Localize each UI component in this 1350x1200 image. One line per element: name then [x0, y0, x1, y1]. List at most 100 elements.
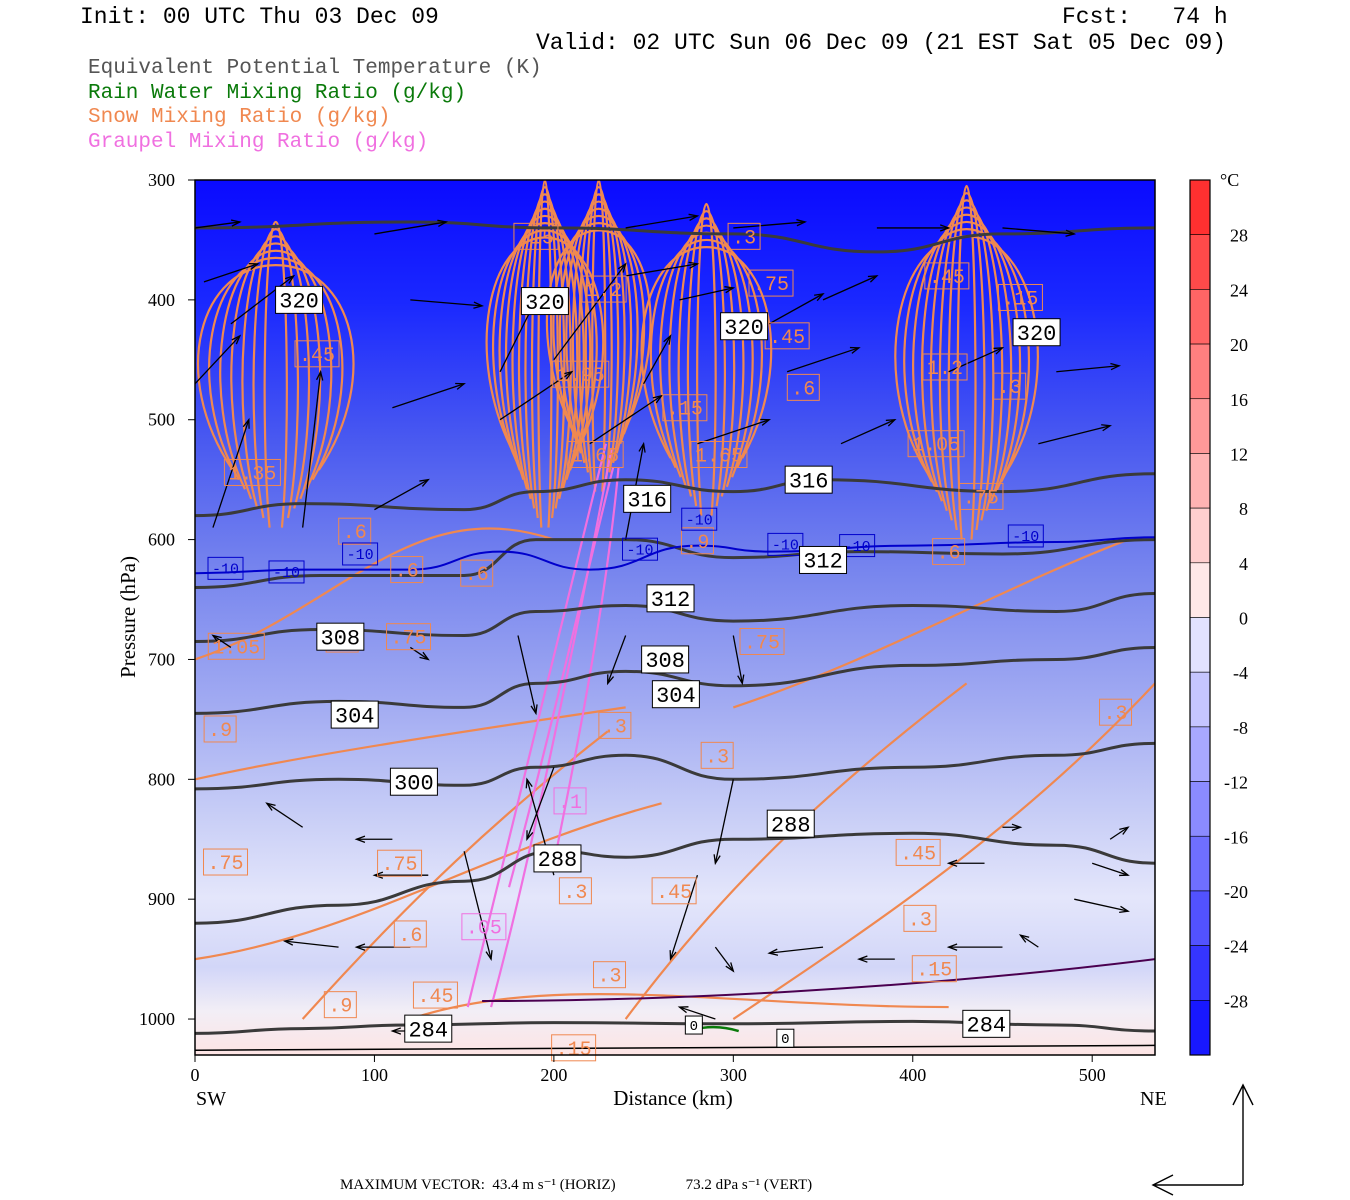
theta-e-label: 320 [1017, 322, 1057, 347]
wind-vector [212, 419, 250, 528]
theta-e-label: 312 [803, 550, 843, 575]
snow-label: 1.05 [212, 637, 260, 660]
wind-vectors [195, 180, 1130, 1035]
snow-label-box [997, 283, 1043, 311]
wind-vector-head [669, 950, 677, 961]
colorbar-bin [1189, 234, 1211, 290]
snow-label: .75 [207, 853, 243, 876]
wind-vector [266, 802, 304, 828]
wind-vector-head [1101, 424, 1112, 432]
contour-labels: .15 .3 .75 .45 1.2 .15 .45 .45 1.95 1.2 .6 .3 .15 1.0… [203, 222, 1133, 1062]
wind-vector-head [242, 417, 250, 429]
wind-vector-head [638, 441, 646, 453]
wind-vector [643, 335, 672, 385]
snow-label-box [958, 482, 1004, 510]
snow-label: .6 [937, 543, 961, 566]
wind-vector-head [1065, 229, 1077, 237]
colorbar-tick-label: 12 [1230, 444, 1248, 464]
wind-vector-head [485, 950, 493, 961]
wind-vector [212, 634, 232, 649]
theta-e-label-box [330, 700, 379, 729]
snow-label: .9 [208, 720, 232, 743]
graupel-contour [552, 467, 620, 864]
theta-e-label: 308 [645, 649, 685, 674]
colorbar-tick-label: 16 [1230, 390, 1248, 410]
theta-e-label: 320 [724, 316, 764, 341]
snow-label-box [922, 353, 968, 381]
snow-contour [903, 228, 1031, 483]
x-tick-label: 500 [1079, 1065, 1106, 1085]
snow-label: .3 [705, 746, 729, 769]
y-tick-label: 900 [148, 889, 175, 909]
graupel-label: .1 [558, 792, 582, 815]
snow-label: 1.2 [927, 358, 963, 381]
colorbar-bin [1189, 1000, 1211, 1056]
theta-e-contour-300 [195, 741, 1155, 791]
isotherm-label: -10 [1012, 529, 1039, 546]
isotherm-label-box [681, 507, 718, 531]
wind-vector-head [526, 830, 534, 842]
colorbar-tick-label: 0 [1239, 609, 1248, 629]
snow-contour [252, 228, 300, 519]
snow-label: .45 [299, 345, 335, 368]
snow-label: .3 [1104, 703, 1128, 726]
wind-vector [517, 635, 537, 714]
wind-vector [679, 1006, 716, 1020]
graupel-contour [490, 449, 613, 1008]
snow-label: .6 [465, 564, 489, 587]
wind-vector [463, 851, 492, 960]
snow-contour [517, 200, 572, 500]
wind-vector-head [885, 418, 897, 427]
snow-label-box [558, 877, 592, 905]
graupel-label-box [553, 787, 587, 815]
snow-label: .6 [398, 925, 422, 948]
wind-vector [553, 263, 627, 361]
snow-label-box [203, 715, 237, 743]
wind-vector-head [867, 275, 879, 283]
plot-border [194, 179, 1156, 1056]
wind-vector [768, 293, 824, 325]
wind-vector-head [857, 955, 868, 963]
wind-vector [625, 215, 698, 229]
wind-vector-head [688, 261, 700, 269]
wind-vector [679, 287, 734, 301]
snow-contour [696, 202, 717, 516]
snow-label: .15 [916, 960, 952, 983]
wind-vector-head [993, 347, 1005, 355]
isotherm-label: -10 [212, 562, 239, 579]
ref-vector-horizontal [1151, 1174, 1243, 1196]
snow-contour [492, 229, 598, 461]
ref-vector-vertical [1232, 1083, 1254, 1185]
snow-contour [530, 186, 559, 519]
isotherm-label: -10 [273, 565, 300, 582]
snow-label-box [598, 711, 632, 739]
snow-label-box [593, 961, 627, 989]
wind-vector-head [724, 286, 736, 294]
snow-contour [947, 192, 986, 531]
theta-e-label-box [623, 484, 672, 513]
wind-vector-head [688, 213, 700, 221]
theta-e-label-box [316, 622, 365, 651]
wind-vector-head [437, 219, 449, 227]
wind-vector [1038, 425, 1111, 445]
colorbar-tick-label: 28 [1230, 226, 1248, 246]
theta-e-label-box [520, 287, 569, 316]
snow-label: .3 [603, 716, 627, 739]
snow-contour [668, 224, 745, 488]
wind-vector [589, 395, 662, 445]
wind-vector-head [419, 478, 430, 487]
zero-label-box [776, 1028, 795, 1048]
x-axis-title: Distance (km) [613, 1086, 733, 1110]
snow-contour [578, 193, 620, 473]
snow-label-box [551, 1034, 597, 1062]
snow-label: .9 [685, 532, 709, 555]
valid-time: Valid: 02 UTC Sun 06 Dec 09 (21 EST Sat … [536, 30, 1227, 56]
isotherm-label-box [342, 542, 379, 566]
theta-e-label: 304 [335, 704, 375, 729]
colorbar-bin [1189, 890, 1211, 946]
isotherm-label: -10 [772, 538, 799, 555]
snow-label-box [911, 955, 957, 983]
colorbar-tick-label: -4 [1233, 663, 1248, 683]
snow-label: 1.95 [557, 365, 605, 388]
snow-label-box [932, 538, 966, 566]
